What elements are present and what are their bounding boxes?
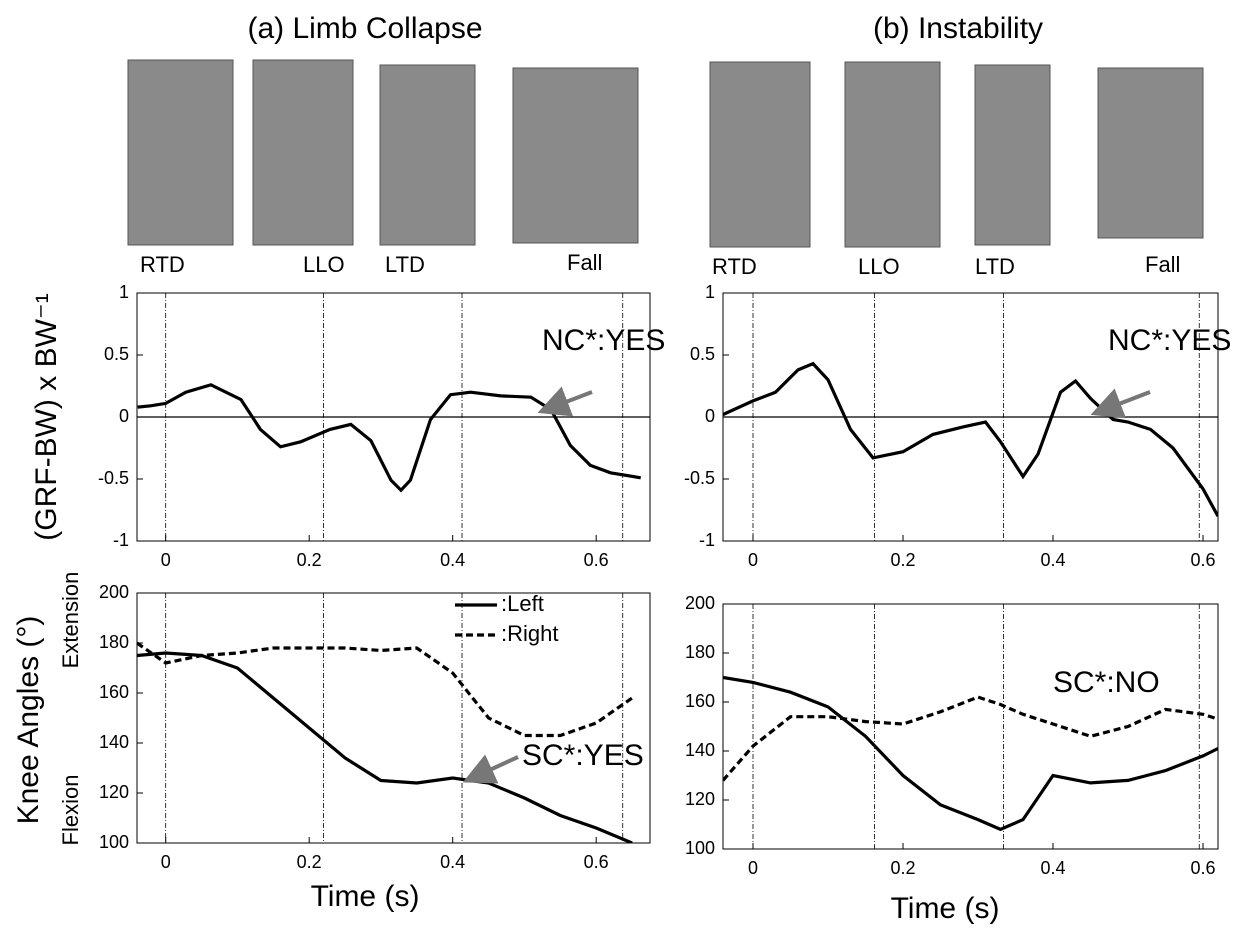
annotation-arrow bbox=[1090, 388, 1151, 419]
y-tick-label: 160 bbox=[685, 691, 715, 711]
y-axis-label: Knee Angles (°) bbox=[12, 616, 45, 825]
x-tick-label: 0.6 bbox=[584, 852, 609, 872]
y-tick-label: 180 bbox=[685, 642, 715, 662]
x-tick-label: 0 bbox=[161, 550, 171, 570]
y-tick-label: 1 bbox=[119, 282, 129, 302]
legend-label: :Right bbox=[501, 621, 558, 646]
plot-frame bbox=[722, 292, 1219, 542]
legend-label: :Left bbox=[501, 591, 544, 616]
photo bbox=[709, 61, 811, 248]
line-series bbox=[723, 695, 1218, 782]
photo bbox=[844, 61, 941, 248]
y-tick-label: 140 bbox=[99, 732, 129, 752]
y-axis-sublabel: Extension bbox=[58, 572, 83, 669]
x-tick-label: 0.2 bbox=[297, 852, 322, 872]
x-axis-label: Time (s) bbox=[311, 880, 420, 913]
y-tick-label: 0 bbox=[119, 406, 129, 426]
x-tick-label: 0 bbox=[748, 550, 758, 570]
photo-label: RTD bbox=[712, 254, 757, 279]
annotation: SC*:YES bbox=[522, 739, 644, 772]
y-tick-label: 180 bbox=[99, 632, 129, 652]
y-tick-label: -0.5 bbox=[684, 468, 715, 488]
x-tick-label: 0.2 bbox=[297, 550, 322, 570]
plot-frame bbox=[722, 603, 1219, 850]
line-series bbox=[723, 361, 1218, 517]
y-tick-label: 0 bbox=[705, 406, 715, 426]
photo-label: LTD bbox=[975, 254, 1015, 279]
photo bbox=[1097, 67, 1204, 239]
y-tick-label: 140 bbox=[685, 740, 715, 760]
line-series bbox=[723, 675, 1218, 832]
x-tick-label: 0.2 bbox=[890, 550, 915, 570]
panel-title: (a) Limb Collapse bbox=[247, 12, 482, 45]
x-tick-label: 0.4 bbox=[440, 852, 465, 872]
photo-label: Fall bbox=[567, 250, 602, 275]
photo bbox=[127, 59, 234, 246]
photo bbox=[252, 59, 354, 246]
photo bbox=[379, 64, 476, 246]
x-tick-label: 0 bbox=[748, 858, 758, 878]
photo-label: LLO bbox=[858, 254, 900, 279]
y-tick-label: -0.5 bbox=[98, 468, 129, 488]
photo-label: RTD bbox=[140, 252, 185, 277]
y-tick-label: -1 bbox=[699, 530, 715, 550]
plot-frame bbox=[136, 292, 651, 542]
x-tick-label: 0.4 bbox=[440, 550, 465, 570]
y-tick-label: 200 bbox=[685, 593, 715, 613]
photo bbox=[512, 67, 639, 244]
x-tick-label: 0.6 bbox=[584, 550, 609, 570]
x-tick-label: 0.6 bbox=[1190, 858, 1215, 878]
x-tick-label: 0.4 bbox=[1040, 550, 1065, 570]
x-tick-label: 0.2 bbox=[890, 858, 915, 878]
x-tick-label: 0.6 bbox=[1190, 550, 1215, 570]
line-series bbox=[137, 651, 633, 843]
y-tick-label: 100 bbox=[99, 832, 129, 852]
plot-frame bbox=[136, 592, 651, 844]
y-axis-label: (GRF-BW) x BW⁻¹ bbox=[30, 293, 63, 540]
photos bbox=[127, 59, 1204, 248]
y-axis-sublabel: Flexion bbox=[58, 775, 83, 846]
photo bbox=[974, 64, 1051, 246]
y-tick-label: 0.5 bbox=[690, 344, 715, 364]
annotation: NC*:YES bbox=[542, 324, 665, 357]
annotation-arrow bbox=[462, 754, 519, 784]
line-series bbox=[137, 641, 634, 738]
y-tick-label: 0.5 bbox=[104, 344, 129, 364]
y-tick-label: 100 bbox=[685, 838, 715, 858]
annotation: NC*:YES bbox=[1108, 324, 1231, 357]
annotation-arrow bbox=[537, 386, 593, 417]
x-axis-label: Time (s) bbox=[891, 892, 1000, 925]
y-tick-label: -1 bbox=[113, 530, 129, 550]
photo-label: Fall bbox=[1145, 252, 1180, 277]
x-tick-label: 0 bbox=[161, 852, 171, 872]
panel-title: (b) Instability bbox=[873, 12, 1043, 45]
y-tick-label: 1 bbox=[705, 282, 715, 302]
photo-label: LTD bbox=[385, 252, 425, 277]
y-tick-label: 200 bbox=[99, 582, 129, 602]
annotation: SC*:NO bbox=[1053, 666, 1160, 699]
y-tick-label: 120 bbox=[99, 782, 129, 802]
y-tick-label: 160 bbox=[99, 682, 129, 702]
y-tick-label: 120 bbox=[685, 789, 715, 809]
photo-label: LLO bbox=[303, 252, 345, 277]
x-tick-label: 0.4 bbox=[1040, 858, 1065, 878]
